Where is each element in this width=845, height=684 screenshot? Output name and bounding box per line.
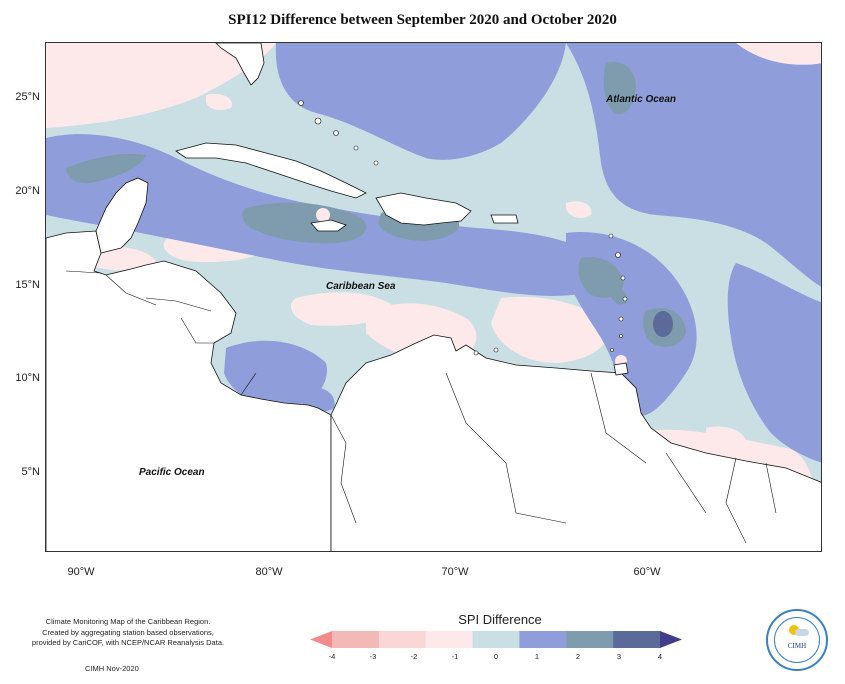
logo-text: CIMH xyxy=(787,642,807,650)
map-panel[interactable] xyxy=(45,42,822,552)
lat-label-20n: 20°N xyxy=(15,185,40,197)
lat-label-25n: 25°N xyxy=(15,91,40,103)
legend-cell-1 xyxy=(332,631,380,648)
strongest-positive-areas xyxy=(653,311,673,337)
legend-tick-label: -1 xyxy=(451,652,459,661)
legend-cell-5 xyxy=(519,631,567,648)
legend-cell-0 xyxy=(310,631,332,648)
credits-line-3: provided by CariCOF, with NCEP/NCAR Rean… xyxy=(31,638,225,647)
credits-text: Climate Monitoring Map of the Caribbean … xyxy=(18,617,238,649)
atlantic-ocean-label: Atlantic Ocean xyxy=(606,94,677,105)
legend-cell-3 xyxy=(425,631,474,648)
legend-tick-label: -4 xyxy=(328,652,336,661)
spi-difference-map xyxy=(46,43,821,551)
cimh-logo: CIMH xyxy=(766,609,828,671)
country-borders xyxy=(65,270,777,544)
lat-label-15n: 15°N xyxy=(15,279,40,291)
lat-label-5n: 5°N xyxy=(21,466,40,478)
legend-tick-label: 2 xyxy=(575,652,581,661)
lon-label-70w: 70°W xyxy=(441,566,469,578)
cloud-icon xyxy=(795,629,809,636)
credits-date: CIMH Nov-2020 xyxy=(85,664,139,673)
legend-tick-label: 4 xyxy=(657,652,663,661)
lat-label-10n: 10°N xyxy=(15,372,40,384)
logo-ring xyxy=(774,617,820,663)
credits-line-1: Climate Monitoring Map of the Caribbean … xyxy=(45,617,211,626)
sun-icon xyxy=(789,625,799,635)
lon-label-80w: 80°W xyxy=(255,566,283,578)
legend-cell-7 xyxy=(613,631,661,648)
legend-colorbar xyxy=(310,631,682,648)
legend-cell-6 xyxy=(566,631,614,648)
legend-tick-label: 0 xyxy=(493,652,499,661)
legend-title: SPI Difference xyxy=(458,612,542,627)
credits-line-2: Created by aggregating station based obs… xyxy=(42,627,214,637)
legend-cell-2 xyxy=(378,631,427,648)
legend-tick-label: 3 xyxy=(616,652,622,661)
legend-tick-label: -3 xyxy=(369,652,377,661)
legend-cell-4 xyxy=(472,631,520,648)
legend-tick-label: 1 xyxy=(534,652,540,661)
pacific-ocean-label: Pacific Ocean xyxy=(139,467,205,478)
caribbean-sea-label: Caribbean Sea xyxy=(326,281,396,292)
lon-label-60w: 60°W xyxy=(633,566,661,578)
small-islands xyxy=(298,100,628,356)
lon-label-90w: 90°W xyxy=(67,566,95,578)
map-title: SPI12 Difference between September 2020 … xyxy=(228,12,617,28)
legend-cell-8 xyxy=(660,631,682,648)
landmasses xyxy=(46,43,821,551)
legend-tick-label: -2 xyxy=(410,652,418,661)
